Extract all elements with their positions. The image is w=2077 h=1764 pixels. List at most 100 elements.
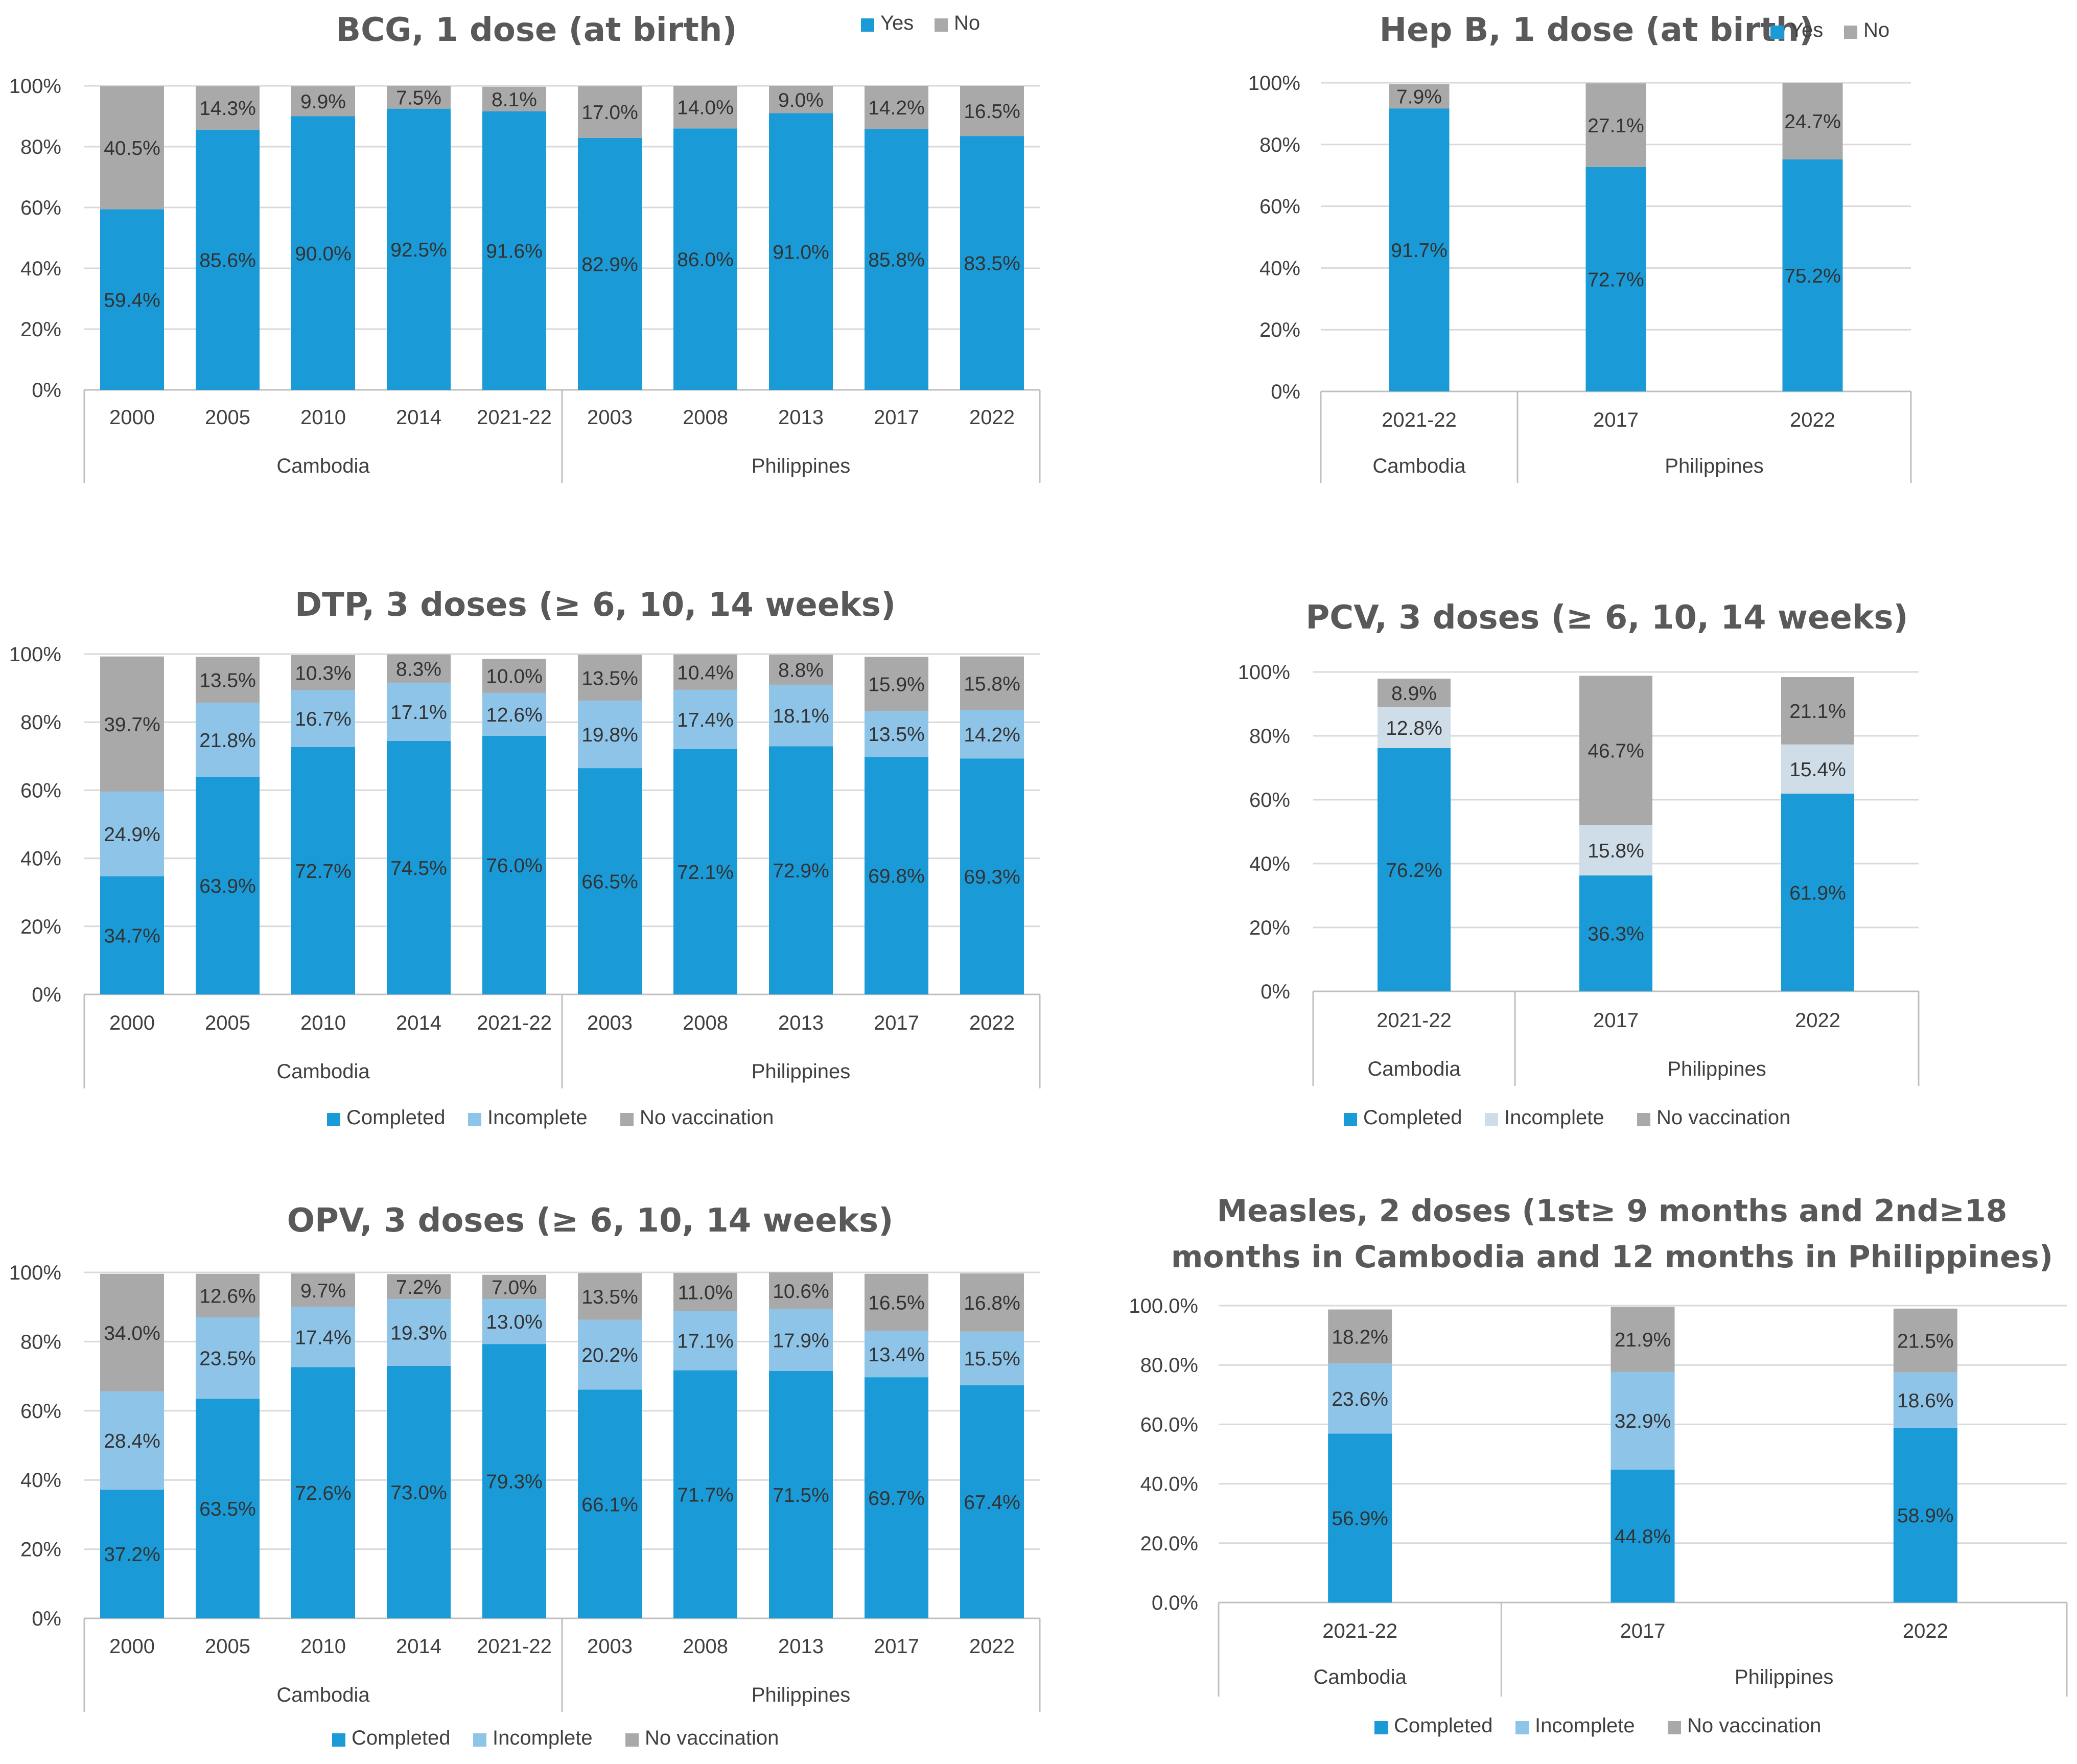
data-label: 21.5% bbox=[1897, 1330, 1954, 1352]
y-tick-label: 20% bbox=[1259, 319, 1300, 341]
data-label: 8.3% bbox=[396, 658, 441, 680]
legend-measles: Completed Incomplete No vaccination bbox=[1374, 1714, 1821, 1737]
bar-segment-completed bbox=[196, 1399, 260, 1618]
y-tick-label: 40% bbox=[20, 258, 61, 280]
data-label: 72.1% bbox=[677, 862, 734, 884]
group-label: Philippines bbox=[1665, 455, 1763, 477]
data-label: 8.1% bbox=[492, 89, 537, 111]
bar-segment-completed bbox=[100, 1490, 164, 1618]
data-label: 69.8% bbox=[868, 866, 925, 888]
data-label: 15.5% bbox=[964, 1348, 1020, 1370]
data-label: 7.5% bbox=[396, 87, 441, 109]
bar-segment-incomplete bbox=[673, 689, 737, 749]
x-category-label: 2017 bbox=[1593, 1009, 1639, 1032]
data-label: 27.1% bbox=[1588, 115, 1644, 137]
legend-opv: Completed Incomplete No vaccination bbox=[332, 1727, 779, 1749]
y-tick-label: 100.0% bbox=[1129, 1295, 1198, 1317]
bar-segment-no bbox=[1389, 84, 1450, 109]
group-label: Philippines bbox=[1735, 1666, 1833, 1688]
x-category-label: 2005 bbox=[205, 1012, 250, 1034]
bar-segment-completed bbox=[960, 1385, 1024, 1618]
bar-segment-yes bbox=[1585, 167, 1646, 391]
x-category-label: 2000 bbox=[109, 406, 155, 429]
data-label: 19.8% bbox=[581, 724, 638, 746]
y-tick-label: 0% bbox=[32, 379, 61, 402]
data-label: 40.5% bbox=[104, 137, 160, 159]
x-category-label: 2013 bbox=[778, 1012, 824, 1034]
legend-label: No vaccination bbox=[1656, 1106, 1790, 1129]
bar-segment-completed bbox=[291, 1367, 355, 1618]
bar-segment-no bbox=[100, 86, 164, 210]
legend-label: Completed bbox=[346, 1106, 445, 1129]
y-tick-label: 0% bbox=[1261, 981, 1290, 1003]
bar-segment-incomplete bbox=[100, 792, 164, 876]
data-label: 17.9% bbox=[773, 1330, 829, 1352]
bar-segment-no-vaccination bbox=[578, 1273, 642, 1320]
bar-segment-incomplete bbox=[1378, 707, 1451, 748]
legend-label: Incomplete bbox=[1504, 1106, 1604, 1129]
bar-segment-completed bbox=[865, 757, 928, 994]
data-label: 17.4% bbox=[677, 709, 734, 731]
group-label: Philippines bbox=[1667, 1058, 1766, 1080]
y-tick-label: 80% bbox=[1259, 134, 1300, 156]
bar-segment-completed bbox=[865, 1377, 928, 1618]
data-label: 10.0% bbox=[486, 666, 543, 688]
data-label: 73.0% bbox=[390, 1482, 447, 1504]
data-label: 9.7% bbox=[300, 1280, 346, 1302]
bar-segment-completed bbox=[673, 749, 737, 994]
data-label: 39.7% bbox=[104, 714, 160, 736]
data-label: 16.5% bbox=[964, 101, 1020, 123]
bar-segment-completed bbox=[100, 876, 164, 994]
x-category-label: 2010 bbox=[300, 406, 346, 429]
legend-label: No vaccination bbox=[640, 1106, 774, 1129]
y-tick-label: 0% bbox=[1271, 381, 1300, 403]
legend-swatch bbox=[1374, 1721, 1388, 1734]
legend-label: Incomplete bbox=[1535, 1714, 1635, 1737]
bar-segment-incomplete bbox=[578, 1319, 642, 1390]
bar-segment-no-vaccination bbox=[1328, 1309, 1392, 1364]
bar-segment-incomplete bbox=[865, 1331, 928, 1378]
bar-segment-no-vaccination bbox=[1611, 1307, 1675, 1372]
y-tick-label: 60% bbox=[20, 779, 61, 802]
data-label: 15.8% bbox=[1588, 840, 1644, 862]
x-category-label: 2017 bbox=[874, 406, 919, 429]
data-label: 15.8% bbox=[964, 673, 1020, 695]
chart-title-opv: OPV, 3 doses (≥ 6, 10, 14 weeks) bbox=[287, 1202, 894, 1240]
y-tick-label: 60% bbox=[20, 1400, 61, 1423]
bar-segment-yes bbox=[100, 209, 164, 390]
data-label: 44.8% bbox=[1615, 1526, 1671, 1548]
bar-segment-no-vaccination bbox=[673, 1273, 737, 1311]
x-category-label: 2008 bbox=[683, 406, 728, 429]
legend-label: Incomplete bbox=[487, 1106, 588, 1129]
data-label: 72.7% bbox=[1588, 269, 1644, 291]
bar-segment-no bbox=[1585, 83, 1646, 167]
data-label: 61.9% bbox=[1789, 883, 1846, 904]
bar-segment-completed bbox=[1378, 748, 1451, 991]
bar-segment-no-vaccination bbox=[482, 1274, 546, 1299]
bar-segment-incomplete bbox=[482, 1299, 546, 1344]
bar-segment-completed bbox=[769, 746, 833, 994]
bar-segment-completed bbox=[769, 1371, 833, 1618]
data-label: 59.4% bbox=[104, 289, 160, 311]
legend-swatch bbox=[1668, 1721, 1681, 1734]
chart-measles: Measles, 2 doses (1st≥ 9 months and 2nd≥… bbox=[1129, 1193, 2068, 1737]
x-category-label: 2014 bbox=[396, 1012, 441, 1034]
x-category-label: 2022 bbox=[1790, 409, 1835, 431]
x-category-label: 2021-22 bbox=[1382, 409, 1457, 431]
y-tick-label: 80% bbox=[20, 1331, 61, 1353]
bar-segment-completed bbox=[387, 1365, 451, 1618]
data-label: 91.0% bbox=[773, 241, 829, 263]
y-tick-label: 20% bbox=[20, 916, 61, 938]
x-category-label: 2017 bbox=[874, 1012, 919, 1034]
data-label: 21.9% bbox=[1615, 1329, 1671, 1351]
data-label: 63.5% bbox=[199, 1498, 256, 1520]
x-category-label: 2003 bbox=[587, 1012, 633, 1034]
bar-segment-no-vaccination bbox=[769, 655, 833, 685]
legend-swatch bbox=[1344, 1113, 1357, 1126]
data-label: 13.0% bbox=[486, 1311, 543, 1333]
x-category-label: 2014 bbox=[396, 406, 441, 429]
data-label: 76.0% bbox=[486, 855, 543, 877]
x-category-label: 2022 bbox=[969, 1012, 1015, 1034]
x-category-label: 2013 bbox=[778, 1635, 824, 1658]
group-label: Cambodia bbox=[1314, 1666, 1407, 1688]
